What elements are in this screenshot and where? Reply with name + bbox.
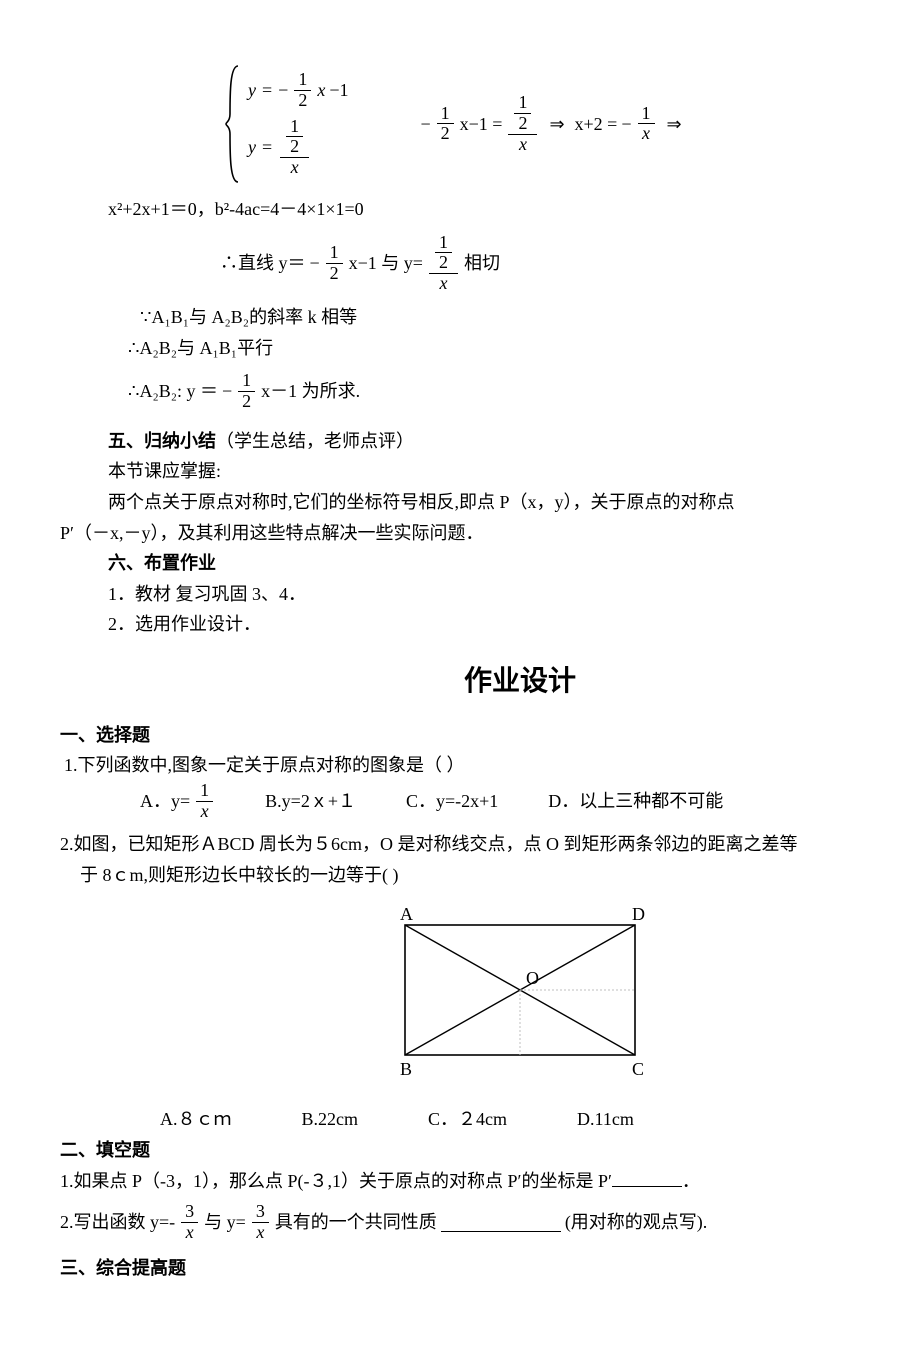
tan-sign: −: [310, 248, 320, 279]
q2-2-pre: 2.写出函数 y=-: [60, 1207, 175, 1238]
left-brace-icon: [224, 64, 242, 184]
sec6-title: 六、布置作业: [60, 548, 920, 579]
blank-input[interactable]: [441, 1213, 561, 1232]
eq1-lhs: y: [248, 75, 256, 106]
tan-num: 1: [326, 243, 343, 264]
equation-system: y = − 1 2 x −1 y = 1 2 x: [224, 64, 920, 184]
choice-A-den: x: [197, 802, 213, 822]
section-5: 五、归纳小结（学生总结，老师点评）: [60, 426, 920, 457]
double-arrow-icon: ⇒: [549, 109, 564, 140]
c2-lhs: x+2 =: [575, 109, 618, 140]
homework-title: 作业设计: [60, 658, 920, 706]
sec5-p2b: P′（－x,－y），及其利用这些特点解决一些实际问题．: [60, 518, 920, 549]
eq2-nd: 2: [286, 137, 303, 157]
system-eq-2: y = 1 2 x: [248, 117, 348, 178]
q2-2-tail: (用对称的观点写).: [565, 1207, 708, 1238]
quadratic-line: x²+2x+1＝0，b²-4ac=4－4×1×1=0: [60, 194, 920, 225]
choice-D: D．以上三种都不可能: [548, 786, 723, 817]
sec5-title: 五、归纳小结: [108, 431, 216, 451]
tangent-line: ∴直线 y＝ − 1 2 x−1 与 y= 1 2 x 相切: [140, 233, 920, 294]
choice-A-num: 1: [196, 781, 213, 802]
q2-2-a-den: x: [182, 1223, 198, 1243]
q2-2-post: 具有的一个共同性质: [275, 1207, 437, 1238]
choice-D: D.11cm: [577, 1104, 634, 1135]
q2-1-text: 1.如果点 P（-3，1），那么点 P(-３,1）关于原点的对称点 P′的坐标是…: [60, 1171, 612, 1191]
choice-C: C．y=-2x+1: [406, 786, 498, 817]
sec6-l2: 2．选用作业设计．: [60, 609, 920, 640]
c2-num: 1: [638, 104, 655, 125]
svg-text:D: D: [632, 904, 645, 924]
part3-title: 三、综合提高题: [60, 1253, 920, 1284]
svg-text:O: O: [526, 968, 539, 988]
slope-line: ∵A₁B₁与 A₂B₂的斜率 k 相等: [60, 302, 920, 333]
tan-den: 2: [326, 264, 343, 284]
q2-2-b-num: 3: [252, 1202, 269, 1223]
ab-sign: −: [222, 376, 232, 407]
eq2-lhs: y: [248, 132, 256, 163]
sec5-tail: （学生总结，老师点评）: [216, 431, 414, 451]
choice-B: B.22cm: [302, 1104, 359, 1135]
q2-2-a-num: 3: [181, 1202, 198, 1223]
choice-B: B.y=2ｘ+１: [265, 786, 356, 817]
ab-prefix: ∴A₂B₂: y ＝: [128, 376, 218, 407]
q2-2: 2.写出函数 y=- 3 x 与 y= 3 x 具有的一个共同性质 (用对称的观…: [60, 1202, 920, 1243]
svg-text:A: A: [400, 904, 413, 924]
sec5-p2a: 两个点关于原点对称时,它们的坐标符号相反,即点 P（x，y），关于原点的对称点: [60, 487, 920, 518]
ab-mid: x－1 为所求.: [261, 376, 360, 407]
q2-2-mid: 与 y=: [204, 1207, 246, 1238]
double-arrow-icon: ⇒: [667, 109, 682, 140]
eq1-den: 2: [294, 91, 311, 111]
tan-prefix: ∴直线 y＝: [220, 248, 306, 279]
eq2-den: x: [287, 158, 303, 178]
tan-mid: x−1 与 y=: [349, 248, 423, 279]
svg-text:C: C: [632, 1059, 644, 1079]
q1-2-stem-l2: 于 8ｃm,则矩形边长中较长的一边等于( ): [60, 860, 920, 891]
eq1-num: 1: [294, 70, 311, 91]
c2-den: x: [638, 124, 654, 144]
sec6-l1: 1．教材 复习巩固 3、4．: [60, 579, 920, 610]
q1-1-choices: A．y= 1 x B.y=2ｘ+１ C．y=-2x+1 D．以上三种都不可能: [140, 781, 920, 822]
rectangle-figure: A D B C O: [60, 900, 920, 1090]
choice-A-pre: A．y=: [140, 786, 190, 817]
q1-1-stem: 1.下列函数中,图象一定关于原点对称的图象是（ ）: [60, 750, 920, 781]
chain-expr: − 1 2 x−1 = 1 2 x ⇒ x+2 = − 1 x ⇒: [420, 93, 687, 154]
q1-2-stem-l1: 2.如图，已知矩形ＡBCD 周长为５6cm，O 是对称线交点，点 O 到矩形两条…: [60, 829, 920, 860]
part2-title: 二、填空题: [60, 1135, 920, 1166]
svg-text:B: B: [400, 1059, 412, 1079]
ab-num: 1: [238, 371, 255, 392]
c1-num: 1: [437, 104, 454, 125]
c2-sign: −: [621, 109, 631, 140]
c1-mid: x−1 =: [460, 109, 503, 140]
c1-sign: −: [420, 109, 430, 140]
eq1-var: x: [317, 75, 325, 106]
choice-A: A．y= 1 x: [140, 781, 215, 822]
q1-2-choices: A.８ｃｍ B.22cm C．２4cm D.11cm: [160, 1104, 920, 1135]
eq1-sign: −: [278, 75, 288, 106]
sec5-p1: 本节课应掌握:: [60, 456, 920, 487]
parallel-line: ∴A₂B₂与 A₁B₁平行: [60, 333, 920, 364]
q2-1-tail: ．: [682, 1171, 700, 1191]
blank-input[interactable]: [612, 1168, 682, 1187]
tan-rnn: 1: [435, 233, 452, 254]
choice-C: C．２4cm: [428, 1104, 507, 1135]
tan-rd: x: [435, 274, 451, 294]
c1-rnn: 1: [514, 93, 531, 114]
tan-rnd: 2: [435, 253, 452, 273]
ab-den: 2: [238, 392, 255, 412]
q2-2-b-den: x: [252, 1223, 268, 1243]
c1-rnd: 2: [514, 114, 531, 134]
choice-A: A.８ｃｍ: [160, 1104, 232, 1135]
c1-den: 2: [437, 124, 454, 144]
eq2-nn: 1: [286, 117, 303, 138]
system-eq-1: y = − 1 2 x −1: [248, 70, 348, 111]
tan-suffix: 相切: [464, 248, 500, 279]
q2-1: 1.如果点 P（-3，1），那么点 P(-３,1）关于原点的对称点 P′的坐标是…: [60, 1166, 920, 1197]
ab-line: ∴A₂B₂: y ＝ − 1 2 x－1 为所求.: [128, 371, 920, 412]
eq1-tail: −1: [329, 75, 348, 106]
part1-title: 一、选择题: [60, 720, 920, 751]
c1-rd: x: [515, 135, 531, 155]
